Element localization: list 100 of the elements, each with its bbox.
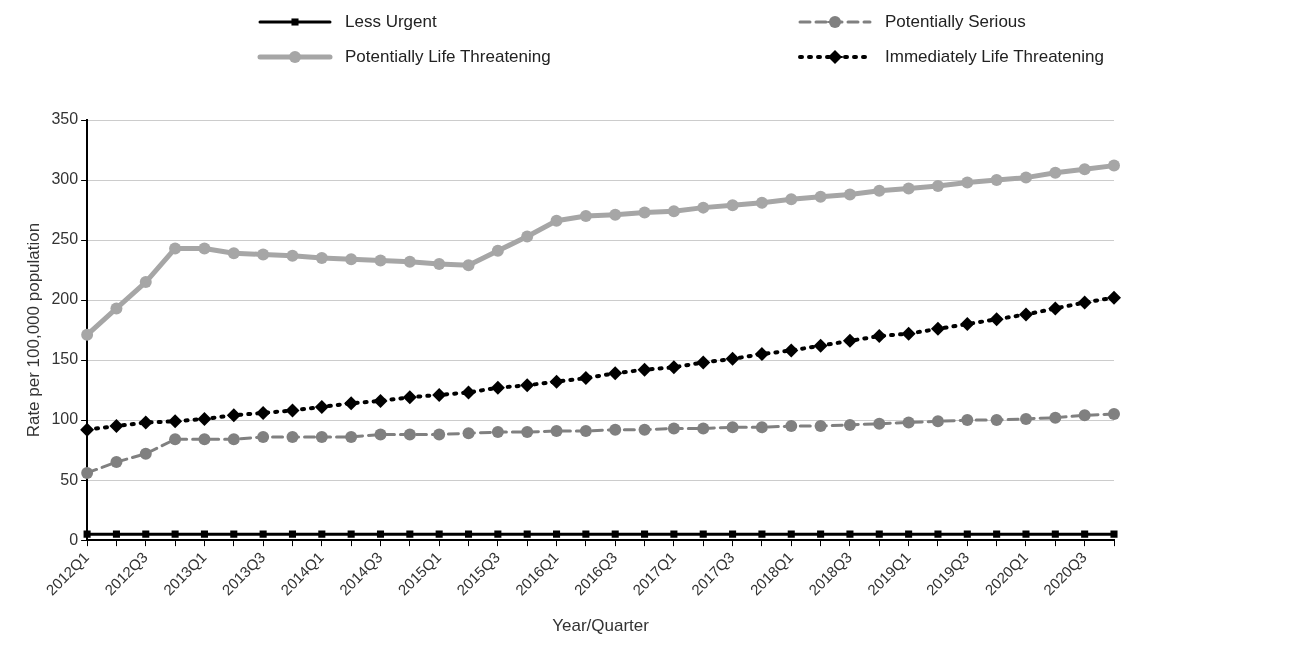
point <box>930 321 945 336</box>
point <box>611 530 619 538</box>
point <box>1049 166 1062 179</box>
point <box>609 208 622 221</box>
point <box>699 530 707 538</box>
point <box>226 408 241 423</box>
point <box>843 418 856 431</box>
point <box>112 530 120 538</box>
point <box>197 411 212 426</box>
point <box>990 414 1003 427</box>
point <box>435 530 443 538</box>
point <box>433 258 446 271</box>
point <box>725 351 740 366</box>
y-tick-label: 150 <box>51 350 79 368</box>
point <box>171 530 179 538</box>
point <box>345 253 358 266</box>
point <box>1107 290 1121 305</box>
point <box>787 530 795 538</box>
point <box>315 252 328 265</box>
point <box>755 196 768 209</box>
point <box>1048 301 1063 316</box>
point <box>520 378 535 393</box>
point <box>905 530 913 538</box>
point <box>80 422 95 437</box>
point <box>697 201 710 214</box>
point <box>755 421 768 434</box>
point <box>666 360 681 375</box>
point <box>139 447 152 460</box>
point <box>697 422 710 435</box>
point <box>1077 295 1092 310</box>
point <box>257 248 270 261</box>
point <box>993 530 1001 538</box>
point <box>230 530 238 538</box>
point <box>901 326 916 341</box>
point <box>1049 411 1062 424</box>
legend-label: Immediately Life Threatening <box>885 46 1104 66</box>
point <box>1108 408 1120 421</box>
point <box>138 415 153 430</box>
point <box>550 214 563 227</box>
point <box>875 530 883 538</box>
y-axis-title: Rate per 100,000 population <box>23 222 43 438</box>
point <box>461 385 476 400</box>
point <box>843 188 856 201</box>
point <box>579 424 592 437</box>
point <box>579 210 592 223</box>
point <box>227 433 240 446</box>
point <box>785 420 798 433</box>
point <box>842 333 857 348</box>
point <box>1081 530 1089 538</box>
point <box>609 423 622 436</box>
point <box>521 230 534 243</box>
x-axis-title: Year/Quarter <box>552 616 650 636</box>
point <box>490 380 505 395</box>
point <box>550 424 563 437</box>
point <box>784 343 799 358</box>
point <box>814 420 827 433</box>
point <box>758 530 766 538</box>
point <box>1019 171 1032 184</box>
point <box>1019 412 1032 425</box>
point <box>403 428 416 441</box>
point <box>318 530 326 538</box>
point <box>169 433 182 446</box>
point <box>817 530 825 538</box>
point <box>521 426 534 439</box>
point <box>285 403 300 418</box>
point <box>344 396 359 411</box>
point <box>462 259 475 272</box>
point <box>608 366 623 381</box>
point <box>288 530 297 538</box>
point <box>637 362 652 377</box>
point <box>314 399 329 414</box>
point <box>376 530 385 538</box>
point <box>931 415 944 428</box>
point <box>81 466 94 479</box>
point <box>549 374 564 389</box>
point <box>464 530 473 538</box>
point <box>227 247 240 260</box>
legend-label: Less Urgent <box>345 11 437 31</box>
point <box>110 456 123 469</box>
point <box>961 414 974 427</box>
point <box>345 430 358 443</box>
y-tick-label: 350 <box>51 110 79 128</box>
point <box>638 206 651 219</box>
point <box>641 530 649 538</box>
point <box>1022 530 1030 538</box>
point <box>729 530 737 538</box>
point <box>990 174 1003 187</box>
point <box>934 530 942 538</box>
point <box>1018 307 1033 322</box>
point <box>696 355 711 370</box>
point <box>963 530 971 538</box>
point <box>315 430 328 443</box>
point <box>198 242 211 255</box>
point <box>814 190 827 203</box>
point <box>433 428 446 441</box>
point <box>403 255 416 268</box>
point <box>491 244 504 257</box>
point <box>494 530 502 538</box>
point <box>960 317 975 332</box>
legend-label: Potentially Life Threatening <box>345 46 551 66</box>
